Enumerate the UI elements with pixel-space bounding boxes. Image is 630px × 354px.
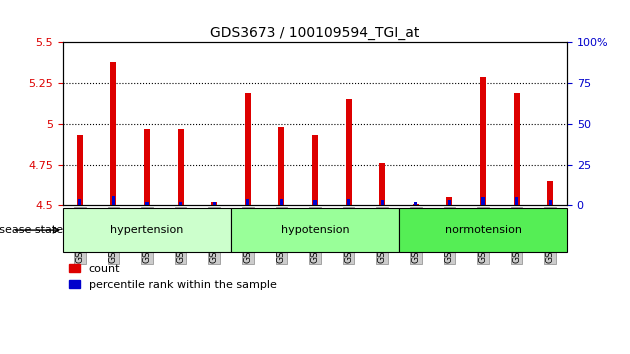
Bar (212, 202, 216, 205)
Legend: count, percentile rank within the sample: count, percentile rank within the sample (69, 264, 277, 290)
Text: disease state: disease state (0, 225, 63, 235)
Bar (144, 129, 150, 205)
Bar (245, 93, 251, 205)
Bar (379, 163, 385, 205)
Bar (513, 93, 520, 205)
Title: GDS3673 / 100109594_TGI_at: GDS3673 / 100109594_TGI_at (210, 26, 420, 40)
Bar (414, 202, 418, 205)
Bar (146, 202, 149, 205)
Bar (480, 77, 486, 205)
FancyBboxPatch shape (63, 208, 231, 252)
FancyBboxPatch shape (399, 208, 567, 252)
Text: hypotension: hypotension (281, 225, 349, 235)
Bar (112, 195, 115, 205)
Bar (381, 200, 384, 205)
Bar (110, 62, 117, 205)
Bar (549, 200, 552, 205)
Bar (313, 200, 317, 205)
Bar (447, 197, 452, 205)
Bar (346, 99, 352, 205)
Bar (178, 129, 183, 205)
FancyBboxPatch shape (231, 208, 399, 252)
Bar (78, 199, 81, 205)
Bar (448, 200, 451, 205)
Bar (246, 199, 249, 205)
Bar (347, 199, 350, 205)
Bar (280, 199, 283, 205)
Bar (312, 135, 318, 205)
Bar (278, 127, 284, 205)
Bar (179, 202, 182, 205)
Bar (547, 181, 553, 205)
Text: normotension: normotension (445, 225, 522, 235)
Bar (481, 197, 484, 205)
Bar (515, 197, 518, 205)
Text: hypertension: hypertension (110, 225, 184, 235)
Bar (211, 202, 217, 205)
Bar (77, 135, 83, 205)
Bar (413, 204, 419, 205)
